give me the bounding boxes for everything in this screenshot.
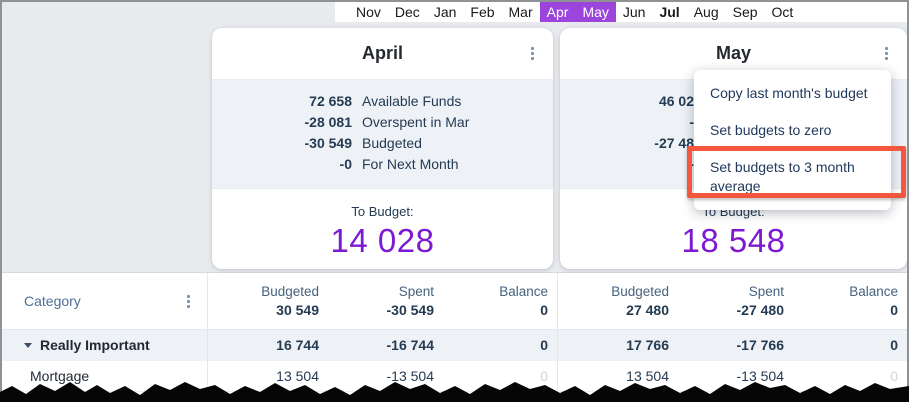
menu-item-set-budgets-zero[interactable]: Set budgets to zero [710,122,832,138]
column-total: 0 [540,301,548,318]
budgeted-cell: 17 766 [626,337,669,353]
april-to-budget: To Budget: 14 028 [212,189,553,260]
menu-item-copy-last-month[interactable]: Copy last month's budget [710,85,868,101]
month-item-nov[interactable]: Nov [356,4,381,20]
column-label: Spent [748,283,784,299]
category-header-cell: Category [2,273,207,329]
column-label: Budgeted [611,283,669,299]
budgeted-cell: 16 744 [276,337,319,353]
summary-label: Overspent in Mar [362,114,470,130]
april-budget-card: April 72 658 Available Funds -28 081 Ove… [212,28,553,269]
column-label: Spent [398,283,434,299]
column-label: Budgeted [261,283,319,299]
category-header-label: Category [24,293,81,309]
month-item-may[interactable]: May [575,2,616,22]
spent-cell: -13 504 [736,368,784,384]
column-total: -27 480 [736,301,784,318]
month-item-jul[interactable]: Jul [659,4,680,20]
april-spent-header: Spent -30 549 [319,283,434,320]
april-summary: 72 658 Available Funds -28 081 Overspent… [212,80,553,189]
month-item-dec[interactable]: Dec [394,4,420,20]
summary-value: - [689,156,694,172]
balance-cell: 0 [890,368,898,384]
category-kebab-menu-icon[interactable] [179,292,197,310]
month-nav: Nov Dec Jan Feb Mar Apr May Jun Jul Aug … [335,2,907,22]
may-balance-header: Balance 0 [784,283,898,320]
april-row-values: 13 504 -13 504 0 [208,361,557,391]
budgeted-cell[interactable]: 13 504 [276,368,319,384]
summary-value: - [689,114,694,130]
category-group-name[interactable]: Really Important [2,330,207,360]
april-row-values: 16 744 -16 744 0 [208,330,557,360]
table-header-row: Category Budgeted 30 549 Spent -30 549 B… [2,273,907,330]
balance-cell: 0 [540,337,548,353]
row-label: Mortgage [30,368,90,384]
summary-label: For Next Month [362,156,459,172]
summary-label: Budgeted [362,135,422,151]
month-item-aug[interactable]: Aug [693,4,719,20]
summary-value: -30 549 [304,135,352,151]
category-name: Mortgage [2,361,207,391]
summary-row: -28 081 Overspent in Mar [212,112,553,133]
torn-edge-decoration [0,382,909,402]
may-row-values: 17 766 -17 766 0 [558,330,907,360]
summary-row: - [560,112,907,133]
column-label: Balance [849,283,898,299]
month-item-sep[interactable]: Sep [732,4,758,20]
month-item-apr[interactable]: Apr [539,2,576,22]
summary-row: 72 658 Available Funds [212,91,553,112]
menu-item-set-budgets-3-month-average[interactable]: Set budgets to 3 month average [710,159,855,194]
collapse-triangle-icon[interactable] [24,342,32,348]
may-card-context-menu: Copy last month's budget Set budgets to … [694,70,891,210]
spent-cell: -13 504 [386,368,434,384]
may-budgeted-header: Budgeted 27 480 [558,283,669,320]
to-budget-value: 14 028 [330,222,435,259]
column-total: 30 549 [276,301,319,318]
spent-cell: -16 744 [386,337,434,353]
april-card-header: April [212,28,553,80]
may-card-title: May [715,43,751,63]
budget-table: Category Budgeted 30 549 Spent -30 549 B… [2,272,907,402]
spent-cell: -17 766 [736,337,784,353]
month-item-feb[interactable]: Feb [470,4,495,20]
summary-row: -30 549 Budgeted [212,133,553,154]
summary-label: Available Funds [362,93,462,109]
summary-row: -0 For Next Month [212,154,553,175]
column-total: -30 549 [386,301,434,318]
balance-cell: 0 [890,337,898,353]
summary-value: -27 48 [654,135,694,151]
month-item-oct[interactable]: Oct [771,4,794,20]
may-kebab-menu-icon[interactable] [877,45,895,63]
column-divider [207,273,208,402]
april-kebab-menu-icon[interactable] [523,45,541,63]
summary-value: 72 658 [309,93,352,109]
month-item-jun[interactable]: Jun [622,4,646,20]
april-column-headers: Budgeted 30 549 Spent -30 549 Balance 0 [208,273,557,329]
month-item-mar[interactable]: Mar [508,4,533,20]
column-divider [557,273,558,402]
budgeted-cell[interactable]: 13 504 [626,368,669,384]
may-spent-header: Spent -27 480 [669,283,784,320]
row-label: Really Important [40,337,150,353]
column-label: Balance [499,283,548,299]
summary-value: 46 02 [658,93,694,109]
summary-row: 46 02 [560,91,907,112]
april-balance-header: Balance 0 [434,283,548,320]
to-budget-value: 18 548 [681,222,786,259]
balance-cell: 0 [540,368,548,384]
summary-value: -28 081 [304,114,352,130]
column-total: 0 [890,301,898,318]
table-row-really-important[interactable]: Really Important 16 744 -16 744 0 17 766… [2,330,907,361]
may-column-headers: Budgeted 27 480 Spent -27 480 Balance 0 [558,273,907,329]
summary-value: -0 [339,156,352,172]
month-item-jan[interactable]: Jan [433,4,457,20]
column-total: 27 480 [626,301,669,318]
may-row-values: 13 504 -13 504 0 [558,361,907,391]
april-card-title: April [361,43,403,63]
to-budget-label: To Budget: [351,204,414,219]
april-budgeted-header: Budgeted 30 549 [208,283,319,320]
